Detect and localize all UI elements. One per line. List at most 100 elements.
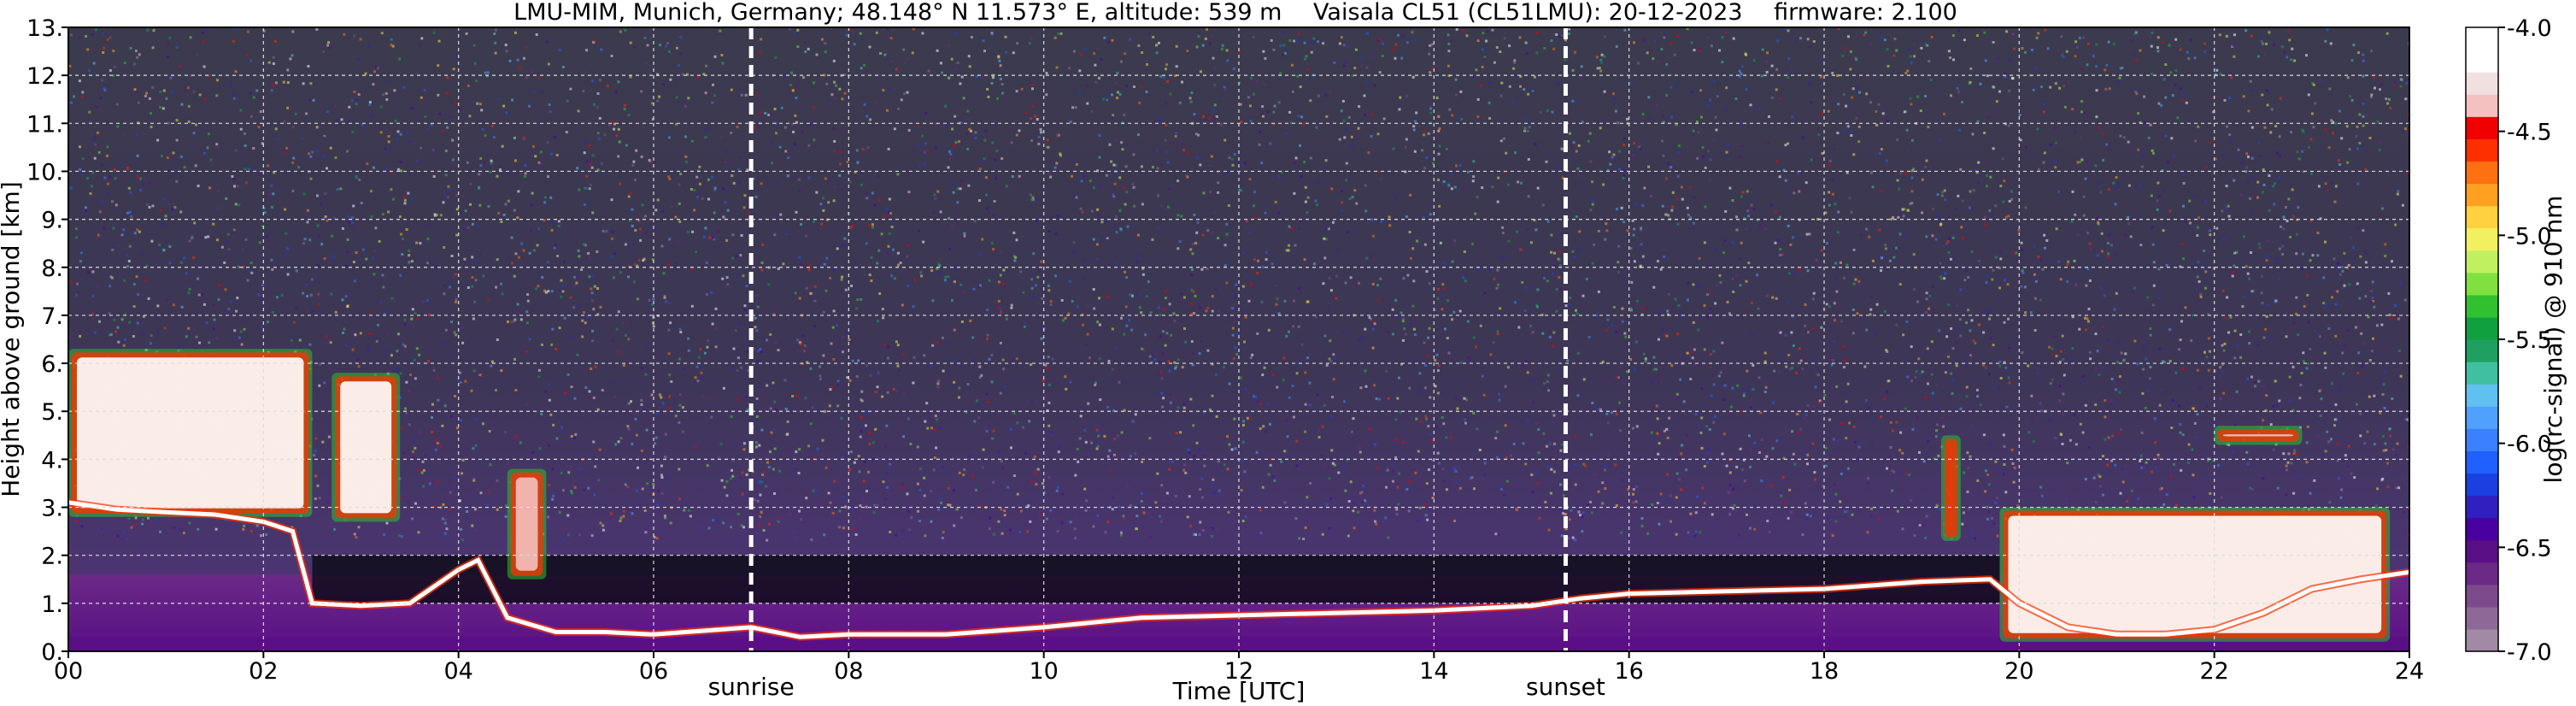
noise-pixel bbox=[576, 353, 579, 356]
noise-pixel bbox=[1998, 360, 2002, 363]
noise-pixel bbox=[687, 97, 690, 100]
noise-pixel bbox=[1852, 248, 1856, 251]
noise-pixel bbox=[1425, 482, 1429, 485]
noise-pixel bbox=[812, 489, 815, 492]
noise-pixel bbox=[1785, 365, 1788, 368]
noise-pixel bbox=[2207, 368, 2210, 372]
noise-pixel bbox=[848, 339, 852, 343]
noise-pixel bbox=[1184, 340, 1188, 344]
noise-pixel bbox=[999, 391, 1002, 395]
noise-pixel bbox=[227, 308, 231, 311]
noise-pixel bbox=[584, 141, 587, 144]
noise-pixel bbox=[1226, 156, 1229, 159]
noise-pixel bbox=[1949, 56, 1952, 60]
noise-pixel bbox=[1699, 531, 1702, 534]
noise-pixel bbox=[331, 234, 333, 238]
noise-pixel bbox=[872, 511, 876, 515]
noise-pixel bbox=[261, 103, 264, 107]
noise-pixel bbox=[1464, 279, 1467, 283]
noise-pixel bbox=[1595, 314, 1599, 317]
noise-pixel bbox=[108, 175, 111, 179]
noise-pixel bbox=[2059, 350, 2063, 353]
noise-pixel bbox=[1820, 326, 1823, 329]
noise-pixel bbox=[1109, 455, 1112, 457]
noise-pixel bbox=[1780, 494, 1783, 497]
noise-pixel bbox=[876, 385, 879, 389]
noise-pixel bbox=[1392, 48, 1395, 51]
noise-pixel bbox=[1201, 496, 1205, 499]
noise-pixel bbox=[2250, 251, 2252, 254]
noise-pixel bbox=[936, 267, 939, 270]
noise-pixel bbox=[1198, 533, 1201, 536]
noise-pixel bbox=[1302, 122, 1306, 126]
noise-pixel bbox=[539, 162, 543, 165]
noise-pixel bbox=[1260, 113, 1264, 116]
noise-pixel bbox=[1211, 394, 1214, 397]
noise-pixel bbox=[1926, 347, 1929, 350]
noise-pixel bbox=[326, 44, 330, 47]
noise-pixel bbox=[1868, 406, 1870, 409]
noise-pixel bbox=[1620, 531, 1623, 534]
noise-pixel bbox=[1107, 360, 1111, 363]
noise-pixel bbox=[2080, 110, 2083, 114]
noise-pixel bbox=[811, 406, 814, 409]
noise-pixel bbox=[2154, 467, 2157, 470]
noise-pixel bbox=[737, 168, 741, 171]
noise-pixel bbox=[611, 230, 614, 233]
noise-pixel bbox=[488, 430, 491, 432]
noise-pixel bbox=[473, 62, 477, 65]
noise-pixel bbox=[2039, 402, 2042, 405]
noise-pixel bbox=[2395, 486, 2398, 490]
noise-pixel bbox=[1452, 310, 1456, 314]
noise-pixel bbox=[2319, 415, 2322, 417]
noise-pixel bbox=[1193, 312, 1195, 315]
noise-pixel bbox=[1412, 128, 1416, 132]
noise-pixel bbox=[1041, 328, 1044, 332]
noise-pixel bbox=[1581, 530, 1584, 533]
noise-pixel bbox=[644, 531, 648, 534]
noise-pixel bbox=[1181, 80, 1183, 84]
noise-pixel bbox=[1101, 423, 1105, 427]
noise-pixel bbox=[138, 230, 141, 233]
noise-pixel bbox=[588, 275, 591, 279]
noise-pixel bbox=[997, 520, 1000, 523]
noise-pixel bbox=[159, 209, 162, 212]
noise-pixel bbox=[687, 337, 690, 340]
noise-pixel bbox=[1771, 296, 1775, 299]
noise-pixel bbox=[1896, 138, 1899, 142]
noise-pixel bbox=[656, 73, 660, 76]
noise-pixel bbox=[886, 27, 889, 31]
noise-pixel bbox=[1203, 464, 1206, 468]
noise-pixel bbox=[1709, 158, 1712, 162]
noise-pixel bbox=[2342, 505, 2345, 508]
noise-pixel bbox=[1642, 38, 1645, 42]
noise-pixel bbox=[897, 107, 901, 110]
noise-pixel bbox=[2283, 50, 2286, 54]
noise-pixel bbox=[1118, 92, 1122, 96]
noise-pixel bbox=[1454, 469, 1458, 473]
noise-pixel bbox=[1647, 165, 1651, 168]
noise-pixel bbox=[1096, 169, 1100, 173]
noise-pixel bbox=[789, 83, 793, 86]
noise-pixel bbox=[942, 124, 946, 127]
noise-pixel bbox=[730, 132, 733, 134]
noise-pixel bbox=[1428, 327, 1431, 330]
noise-pixel bbox=[1114, 164, 1118, 168]
noise-pixel bbox=[635, 489, 638, 492]
noise-pixel bbox=[1120, 60, 1123, 63]
noise-pixel bbox=[2397, 350, 2401, 352]
noise-pixel bbox=[1189, 312, 1193, 315]
noise-pixel bbox=[1976, 395, 1980, 398]
noise-pixel bbox=[2359, 412, 2362, 415]
noise-pixel bbox=[397, 534, 401, 537]
noise-pixel bbox=[1943, 113, 1945, 115]
noise-pixel bbox=[243, 327, 246, 331]
noise-pixel bbox=[309, 155, 313, 158]
noise-pixel bbox=[1249, 77, 1253, 80]
noise-pixel bbox=[1722, 251, 1725, 255]
noise-pixel bbox=[1458, 309, 1462, 313]
noise-pixel bbox=[1778, 175, 1781, 179]
noise-pixel bbox=[1164, 297, 1167, 300]
noise-pixel bbox=[1606, 453, 1610, 456]
noise-pixel bbox=[351, 223, 355, 227]
